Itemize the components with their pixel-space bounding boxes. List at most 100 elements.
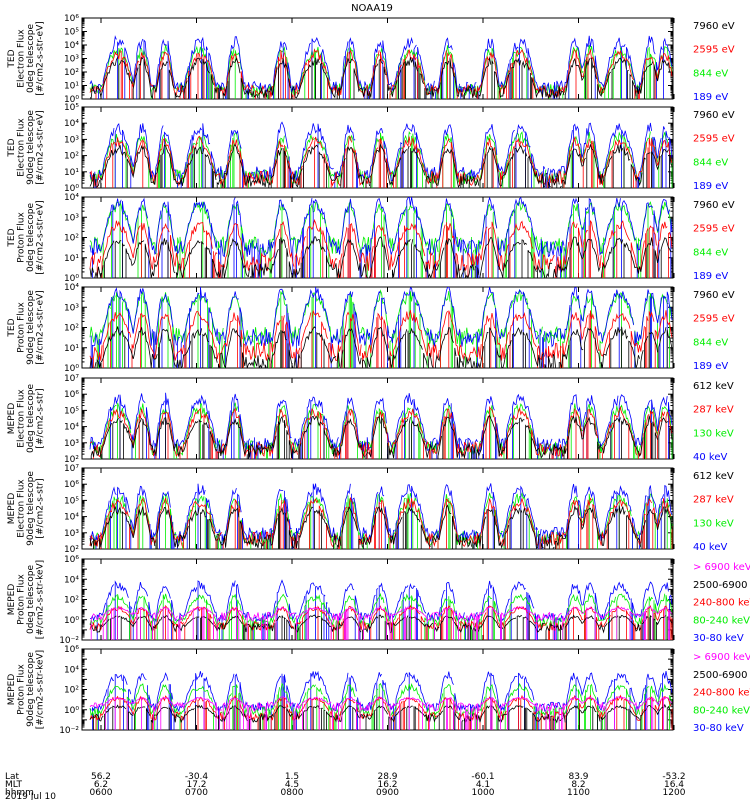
y-tick-label: 10² <box>64 596 79 606</box>
legend-entry: 844 eV <box>693 68 728 79</box>
legend-entry: 7960 eV <box>693 21 735 32</box>
y-tick-label: 10⁴ <box>64 513 79 523</box>
y-tick-label: 10⁰ <box>64 706 79 716</box>
y-tick-label: 10⁴ <box>64 283 79 293</box>
y-axis-label-line: Proton Flux <box>17 212 27 263</box>
y-axis-label-line: Electron Flux <box>17 389 27 448</box>
y-tick-label: 10³ <box>64 135 79 145</box>
y-tick-label: 10³ <box>64 213 79 223</box>
legend-entry: 40 keV <box>693 542 727 553</box>
plot-area <box>89 392 673 459</box>
y-tick-label: 10³ <box>64 529 79 539</box>
y-axis-label: MEPEDElectron Flux0deg telescope[#/cm2-s… <box>7 384 46 454</box>
y-axis-label-line: MEPED <box>7 403 17 435</box>
legend-entry: 189 eV <box>693 271 728 282</box>
footer-row-label: MLT <box>5 780 23 790</box>
y-axis-label-line: Electron Flux <box>17 29 27 88</box>
footer-mlt: 4.1 <box>476 780 490 790</box>
footer-mlt: 8.2 <box>571 780 585 790</box>
plot-area <box>89 35 673 99</box>
y-axis-label-line: 90deg telescope <box>26 471 36 546</box>
legend-entry: 2595 eV <box>693 45 735 56</box>
y-axis-label-line: TED <box>7 49 17 68</box>
plot-area <box>89 121 673 188</box>
y-tick-label: 10⁶ <box>64 390 79 400</box>
y-tick-label: 10⁵ <box>64 28 79 38</box>
y-tick-label: 10⁶ <box>64 645 79 655</box>
chart-panel-meped-electron-0: 10² 10³ 10⁴ 10⁵ 10⁶ 10⁷ MEPEDElectron Flux0deg… <box>7 374 734 465</box>
y-tick-label: 10⁻² <box>59 726 79 736</box>
y-tick-label: 10⁰ <box>64 184 79 194</box>
y-tick-label: 10⁰ <box>64 364 79 374</box>
y-tick-label: 10⁶ <box>64 555 79 565</box>
y-axis-label-line: [#/cm2-s-str-eV] <box>36 290 46 365</box>
y-tick-label: 10³ <box>64 303 79 313</box>
series-line-black <box>89 56 673 99</box>
y-axis-label-line: Proton Flux <box>17 574 27 625</box>
legend-entry: 287 keV <box>693 495 734 506</box>
y-axis-label: MEPEDProton Flux0deg telescope[#/cm2-s-s… <box>7 560 46 639</box>
y-axis-label-line: Electron Flux <box>17 118 27 177</box>
legend-entry: 2500-6900 <box>693 670 748 681</box>
plot-area <box>89 287 673 368</box>
legend-entry: 189 eV <box>693 181 728 192</box>
legend-entry: 30-80 keV <box>693 723 744 734</box>
footer-hhmm: 0800 <box>281 788 304 798</box>
footer-date: 2019 Jul 10 <box>5 792 56 800</box>
y-tick-label: 10⁰ <box>64 616 79 626</box>
y-tick-label: 10¹ <box>64 82 79 92</box>
y-tick-label: 10² <box>64 686 79 696</box>
y-tick-label: 10⁶ <box>64 14 79 24</box>
y-axis-label: TEDProton Flux90deg telescope[#/cm2-s-st… <box>7 290 46 365</box>
y-tick-label: 10⁶ <box>64 480 79 490</box>
y-axis-label-line: 0deg telescope <box>26 384 36 454</box>
chart-panel-ted-proton-90: 10⁰ 10¹ 10² 10³ 10⁴ TEDProton Flux90deg teles… <box>7 283 735 374</box>
legend-entry: 844 eV <box>693 247 728 258</box>
footer-hhmm: 0600 <box>90 788 113 798</box>
y-tick-label: 10⁵ <box>64 103 79 113</box>
y-tick-label: 10² <box>64 324 79 334</box>
chart-panel-ted-electron-90: 10⁰ 10¹ 10² 10³ 10⁴ 10⁵ TEDElectron Flux90deg … <box>7 103 735 194</box>
y-tick-label: 10⁷ <box>64 374 79 384</box>
legend-entry: 7960 eV <box>693 110 735 121</box>
legend-entry: > 6900 keV <box>693 562 750 573</box>
series-line-red <box>89 497 673 549</box>
y-axis-label-line: TED <box>7 228 17 247</box>
chart-panel-meped-proton-0: 10⁻² 10⁰ 10² 10⁴ 10⁶ MEPEDProton Flux0deg tel… <box>7 555 750 646</box>
y-tick-label: 10² <box>64 455 79 465</box>
y-tick-label: 10⁷ <box>64 464 79 474</box>
y-tick-label: 10⁵ <box>64 496 79 506</box>
footer-lat: -53.2 <box>662 772 685 782</box>
footer-lat: -60.1 <box>471 772 494 782</box>
footer-hhmm: 0700 <box>185 788 208 798</box>
chart-panel-ted-electron-0: 10⁰ 10¹ 10² 10³ 10⁴ 10⁵ 10⁶ TEDElectron Flux0de… <box>7 14 735 105</box>
legend-entry: 40 keV <box>693 452 727 463</box>
series-line-black <box>90 414 673 459</box>
y-tick-label: 10² <box>64 152 79 162</box>
footer-lat: 1.5 <box>285 772 299 782</box>
footer-hhmm: 1100 <box>567 788 590 798</box>
y-axis-label-line: [#/cm2-s-str-eV] <box>36 110 46 185</box>
legend-entry: 612 keV <box>693 381 734 392</box>
footer-lat: 28.9 <box>377 772 397 782</box>
y-tick-label: 10⁴ <box>64 575 79 585</box>
y-axis-label-line: MEPED <box>7 584 17 616</box>
y-axis-label-line: MEPED <box>7 674 17 706</box>
footer-mlt: 4.5 <box>285 780 299 790</box>
footer-row-label: Lat <box>5 772 20 782</box>
y-axis-label: MEPEDProton Flux90deg telescope[#/cm2-s-… <box>7 650 46 729</box>
y-axis-label-line: TED <box>7 318 17 337</box>
figure-title: NOAA19 <box>351 3 393 14</box>
y-tick-label: 10¹ <box>64 168 79 178</box>
y-axis-label-line: [#/cm2-s-str-keV] <box>36 650 46 729</box>
footer-lat: 83.9 <box>568 772 588 782</box>
footer-hhmm: 1000 <box>472 788 495 798</box>
legend-entry: 7960 eV <box>693 200 735 211</box>
y-axis-label: TEDProton Flux0deg telescope[#/cm2-s-str… <box>7 200 46 275</box>
legend-entry: 189 eV <box>693 361 728 372</box>
y-tick-label: 10¹ <box>64 344 79 354</box>
series-line-black <box>89 326 673 368</box>
y-axis-label-line: TED <box>7 138 17 157</box>
